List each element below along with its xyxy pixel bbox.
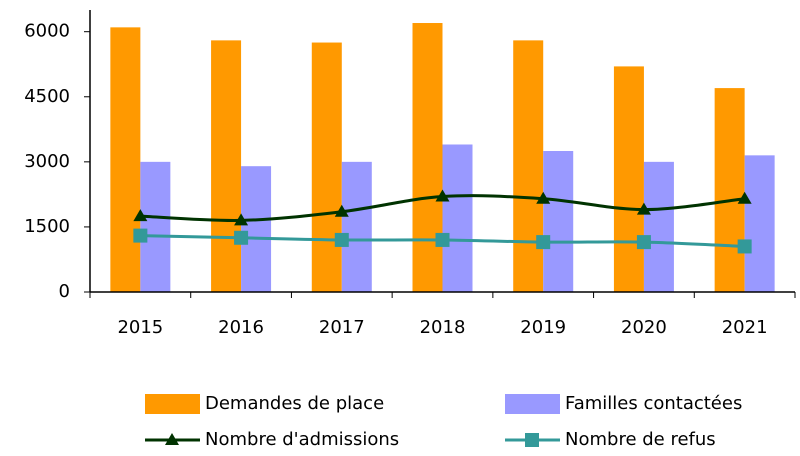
legend-marker <box>525 433 539 447</box>
bar <box>714 88 745 292</box>
bar <box>140 161 171 292</box>
marker <box>636 202 651 215</box>
x-tick-label: 2018 <box>420 317 466 338</box>
marker <box>234 213 249 226</box>
bar <box>311 42 342 293</box>
bar <box>543 151 574 292</box>
x-tick-label: 2021 <box>722 317 768 338</box>
legend-label: Demandes de place <box>205 393 384 414</box>
marker <box>536 235 551 250</box>
legend-label: Familles contactées <box>565 393 742 414</box>
marker <box>334 204 349 217</box>
y-tick-label: 3000 <box>24 151 70 172</box>
bar <box>211 40 242 292</box>
marker <box>636 235 651 250</box>
marker <box>536 191 551 204</box>
legend-label: Nombre de refus <box>565 429 716 450</box>
marker <box>435 232 450 247</box>
x-tick-label: 2017 <box>319 317 365 338</box>
y-tick-label: 0 <box>59 281 70 302</box>
bar <box>412 23 443 293</box>
bar <box>341 161 372 292</box>
legend-swatch <box>145 394 200 414</box>
y-tick-label: 1500 <box>24 216 70 237</box>
x-tick-label: 2019 <box>520 317 566 338</box>
marker <box>334 232 349 247</box>
marker <box>133 228 148 243</box>
bar <box>643 161 674 292</box>
bar <box>613 66 644 293</box>
marker <box>737 239 752 254</box>
x-tick-label: 2016 <box>218 317 264 338</box>
legend-marker <box>165 433 179 445</box>
x-tick-label: 2015 <box>117 317 163 338</box>
marker <box>737 191 752 204</box>
marker <box>234 230 249 245</box>
bar <box>442 144 473 292</box>
bar <box>110 27 141 292</box>
x-tick-label: 2020 <box>621 317 667 338</box>
marker <box>435 189 450 202</box>
bar <box>513 40 544 292</box>
y-tick-label: 4500 <box>24 86 70 107</box>
legend-swatch <box>505 394 560 414</box>
y-tick-label: 6000 <box>24 21 70 42</box>
legend-label: Nombre d'admissions <box>205 429 399 450</box>
bar <box>744 155 775 292</box>
marker <box>133 209 148 222</box>
bar <box>241 166 272 292</box>
